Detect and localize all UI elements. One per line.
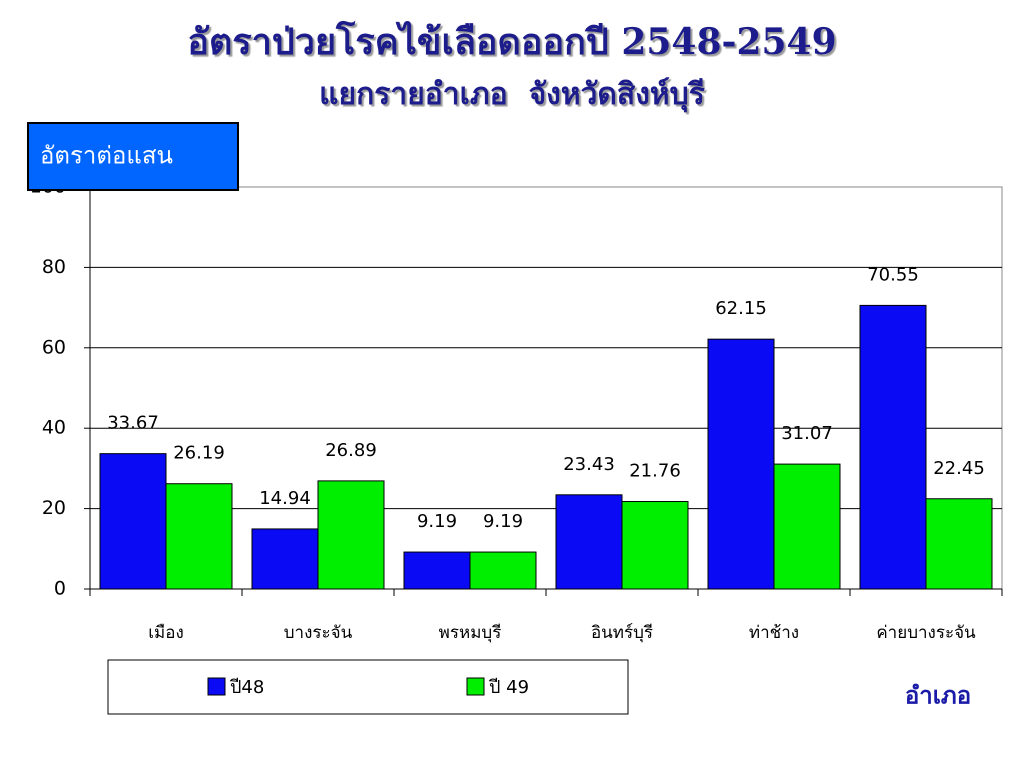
bar (555, 494, 623, 590)
value-label: 9.19 (417, 511, 457, 532)
value-label: 31.07 (781, 423, 833, 444)
value-label: 23.43 (563, 454, 615, 475)
y-tick-label: 80 (42, 256, 66, 278)
y-tick-label: 20 (42, 497, 66, 519)
y-label-box (27, 122, 239, 191)
legend-swatch (466, 677, 485, 696)
bar (707, 338, 775, 590)
value-label: 14.94 (259, 488, 311, 509)
bar (403, 551, 471, 590)
chart-title: อัตราป่วยโรคไข้เลือดออกปี 2548-2549 (187, 20, 836, 63)
bar (773, 463, 841, 590)
bar (165, 483, 233, 590)
value-label: 62.15 (715, 298, 767, 319)
value-label: 70.55 (867, 264, 919, 285)
bar (317, 480, 385, 590)
legend-label: ปี 49 (489, 677, 529, 698)
x-tick-label: บางระจัน (284, 623, 353, 643)
bar (925, 498, 993, 590)
bar (99, 453, 167, 590)
value-label: 33.67 (107, 413, 159, 434)
value-label: 9.19 (483, 511, 523, 532)
y-tick-label: 60 (42, 336, 66, 358)
value-label: 26.89 (325, 440, 377, 461)
bar (859, 304, 927, 590)
chart-subtitle: แยกรายอำเภอ จังหวัดสิงห์บุรี (319, 77, 705, 113)
x-tick-label: ค่ายบางระจัน (876, 623, 976, 643)
y-tick-label: 40 (42, 417, 66, 439)
x-axis-label: อำเภอ (905, 681, 971, 710)
bar (621, 501, 689, 590)
x-tick-label: พรหมบุรี (439, 623, 502, 643)
bar (251, 528, 319, 590)
legend-label: ปี48 (230, 677, 265, 698)
bar (469, 551, 537, 590)
x-tick-label: เมือง (148, 623, 184, 643)
x-tick-label: ท่าช้าง (749, 623, 799, 643)
legend-swatch (207, 677, 226, 696)
y-tick-label: 0 (54, 578, 66, 600)
legend (107, 659, 629, 715)
value-label: 26.19 (173, 443, 225, 464)
value-label: 22.45 (933, 458, 985, 479)
value-label: 21.76 (629, 461, 681, 482)
x-tick-label: อินทร์บุรี (591, 623, 653, 643)
y-axis-label: อัตราต่อแสน (40, 142, 173, 170)
